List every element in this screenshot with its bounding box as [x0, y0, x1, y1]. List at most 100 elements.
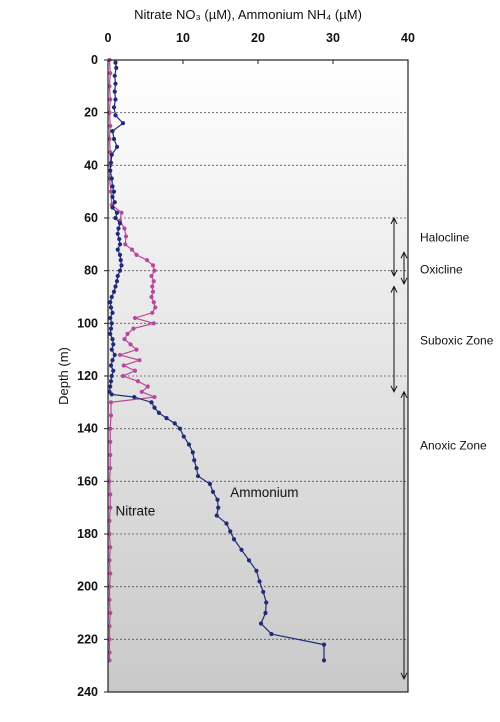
ammonium-point [110, 184, 115, 189]
ammonium-point [108, 384, 113, 389]
ammonium-point [110, 194, 115, 200]
nitrate-point [108, 400, 114, 405]
ammonium-point [108, 363, 114, 368]
nitrate-point [132, 368, 138, 373]
ammonium-point [112, 352, 117, 358]
ammonium-point [164, 416, 169, 421]
zone-annotations: Halocline Oxicline Suboxic Zone Anoxic Zone [390, 216, 494, 680]
ammonium-point [156, 410, 162, 415]
ammonium-point [192, 458, 197, 463]
ammonium-point [109, 152, 114, 157]
ammonium-point [108, 168, 113, 173]
nitrate-point [150, 263, 156, 268]
zone-arrowhead [400, 672, 408, 680]
nitrate-point [108, 426, 113, 431]
nitrate-point [117, 352, 123, 358]
ammonium-point [114, 144, 120, 149]
y-tick-label: 120 [77, 369, 98, 383]
nitrate-point [144, 258, 150, 263]
ammonium-point [254, 568, 259, 573]
ammonium-point [132, 394, 137, 400]
ammonium-point [263, 610, 268, 616]
nitrate-point [129, 247, 135, 252]
nitrate-point [149, 273, 154, 279]
ammonium-point [239, 547, 244, 552]
ammonium-point [113, 284, 118, 289]
ammonium-point [110, 310, 115, 315]
ammonium-point [108, 379, 114, 384]
ammonium-point [113, 113, 118, 118]
ammonium-point [117, 242, 123, 247]
y-tick-label: 100 [77, 316, 98, 330]
ammonium-point [119, 263, 124, 268]
nitrate-point [153, 305, 158, 310]
ammonium-point [190, 450, 195, 455]
y-tick-label: 180 [77, 527, 98, 541]
zone-label: Suboxic Zone [420, 333, 494, 347]
nitrate-point [108, 545, 113, 550]
ammonium-point [113, 81, 118, 86]
nitrate-point [108, 452, 113, 458]
nitrate-point [150, 310, 155, 315]
y-tick-label: 220 [77, 632, 98, 646]
nitrate-point [137, 358, 142, 363]
ammonium-point [149, 400, 154, 405]
ammonium-point [258, 621, 264, 626]
ammonium-point [152, 405, 157, 410]
ammonium-point [108, 315, 113, 321]
ammonium-point [117, 252, 123, 257]
y-axis-title: Depth (m) [56, 347, 71, 405]
nitrate-point [108, 413, 114, 418]
ammonium-point [117, 236, 122, 242]
y-tick-label: 140 [77, 422, 98, 436]
ammonium-point [109, 347, 114, 352]
ammonium-point [111, 368, 116, 373]
nitrate-point [119, 210, 124, 215]
ammonium-point [111, 105, 117, 110]
nitrate-point [120, 373, 126, 379]
y-tick-label: 80 [84, 264, 98, 278]
nitrate-point [108, 466, 113, 471]
nitrate-point [149, 294, 154, 300]
ammonium-point [172, 421, 177, 426]
zone-arrowhead [390, 216, 398, 225]
ammonium-point [269, 631, 274, 637]
nitrate-point [121, 363, 126, 368]
ammonium-point [116, 226, 121, 231]
axes: 0 10 20 30 40 0 20 40 60 80 100 120 140 160 180 200 220 2… [77, 31, 415, 699]
ammonium-point [113, 60, 118, 65]
x-axis-title: Nitrate NO₃ (µM), Ammonium NH₄ (µM) [134, 7, 362, 22]
zone-arrowhead [400, 251, 408, 259]
zone-label: Anoxic Zone [420, 439, 487, 453]
ammonium-point [181, 434, 186, 439]
ammonium-point [109, 176, 114, 181]
x-tick-label: 30 [326, 31, 340, 45]
nitrate-point [150, 289, 156, 294]
x-tick-label: 0 [105, 31, 112, 45]
ammonium-point [195, 473, 201, 479]
ammonium-point [264, 600, 269, 605]
ammonium-point [115, 273, 120, 279]
ammonium-point [111, 342, 116, 347]
ammonium-point [114, 65, 119, 70]
nitrate-point [139, 389, 144, 394]
y-tick-label: 240 [77, 685, 98, 699]
nitrate-point [123, 234, 129, 239]
ammonium-point [224, 521, 229, 526]
nitrate-point [108, 505, 113, 510]
ammonium-point [108, 331, 113, 336]
nitrate-point [151, 300, 156, 305]
ammonium-point [111, 189, 117, 194]
ammonium-point [112, 73, 117, 78]
ammonium-point [108, 305, 114, 310]
nitrate-point [152, 394, 157, 400]
zone-label: Oxicline [420, 262, 463, 276]
ammonium-point [109, 373, 114, 379]
nitrate-point [108, 97, 113, 102]
ammonium-point [216, 505, 221, 510]
ammonium-point [115, 231, 120, 236]
nitrate-label: Nitrate [116, 504, 156, 519]
ammonium-point [207, 481, 213, 487]
ammonium-point [117, 268, 123, 273]
